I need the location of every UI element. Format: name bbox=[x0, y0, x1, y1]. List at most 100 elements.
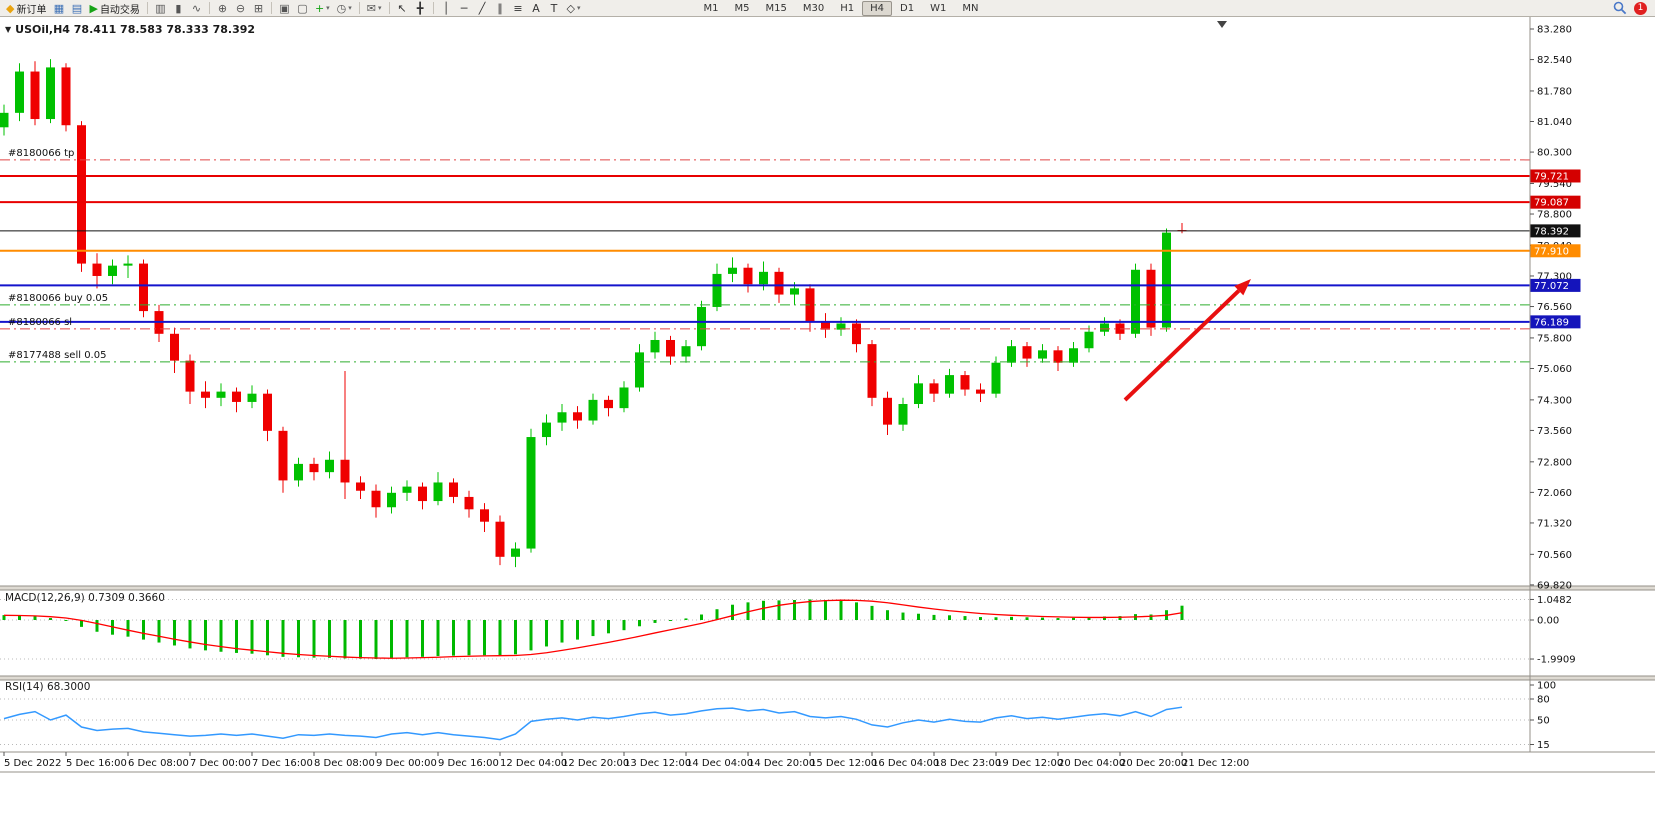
toolbar-right: 1 bbox=[1613, 1, 1652, 15]
candle-body bbox=[263, 393, 272, 431]
toolbar-separator bbox=[270, 2, 272, 14]
candle-body bbox=[1100, 323, 1109, 332]
timeframe-m30-button[interactable]: M30 bbox=[802, 2, 825, 14]
rsi-axis-label: 15 bbox=[1537, 740, 1550, 751]
horizontal-lines-layer[interactable] bbox=[0, 159, 1530, 363]
text-label-tool-button[interactable]: T bbox=[546, 1, 563, 16]
panel-divider[interactable] bbox=[0, 676, 1655, 680]
candle-body bbox=[1007, 346, 1016, 363]
symbol-dropdown-icon[interactable]: ▼ bbox=[5, 25, 12, 34]
fibonacci-tool-button[interactable]: ≡ bbox=[510, 1, 527, 16]
auto-trading-icon: ▶ bbox=[89, 1, 98, 15]
candle-body bbox=[356, 482, 365, 491]
timeframe-switcher: M1 M5 M15 M30 H1 H4 D1 W1 MN bbox=[696, 0, 987, 16]
order-label: #8180066 sl bbox=[8, 317, 72, 328]
timeframe-m15-button[interactable]: M15 bbox=[765, 2, 787, 14]
fibonacci-tool-icon: ≡ bbox=[513, 1, 523, 15]
candle-body bbox=[1131, 269, 1140, 334]
period-clock-icon: ◷ bbox=[336, 1, 347, 15]
new-order-button[interactable]: ◆ 新订单 bbox=[3, 1, 49, 16]
candle-body bbox=[1162, 232, 1171, 328]
timeframe-d1-button[interactable]: D1 bbox=[900, 2, 915, 14]
timeframe-m5-button[interactable]: M5 bbox=[734, 2, 750, 14]
panel-divider[interactable] bbox=[0, 586, 1655, 590]
candle-body bbox=[232, 391, 241, 402]
profiles-button[interactable]: ▤ bbox=[68, 1, 85, 16]
timeframe-m1-button[interactable]: M1 bbox=[703, 2, 719, 14]
candle-body bbox=[728, 267, 737, 274]
trend-arrow-annotation[interactable] bbox=[1123, 289, 1241, 402]
line-chart-mode-icon: ∿ bbox=[191, 1, 202, 15]
template-button[interactable]: ✉ ▾ bbox=[364, 1, 385, 16]
channel-tool-button[interactable]: ∥ bbox=[492, 1, 509, 16]
candle-body bbox=[666, 339, 675, 357]
price-tag-text: 79.721 bbox=[1534, 171, 1569, 182]
time-axis-label: 14 Dec 04:00 bbox=[686, 758, 753, 769]
zoom-out-button[interactable]: ⊖ bbox=[232, 1, 249, 16]
zoom-in-icon: ⊕ bbox=[217, 1, 228, 15]
time-axis-label: 12 Dec 04:00 bbox=[500, 758, 567, 769]
candle-body bbox=[821, 321, 830, 330]
chart-title-text: USOil,H4 78.411 78.583 78.333 78.392 bbox=[15, 23, 256, 36]
order-label: #8180066 tp bbox=[8, 148, 74, 159]
charts-grid-button[interactable]: ▦ bbox=[50, 1, 67, 16]
candle-body bbox=[991, 362, 1001, 394]
vertical-line-tool-button[interactable]: │ bbox=[438, 1, 455, 16]
time-axis-label: 15 Dec 12:00 bbox=[810, 758, 877, 769]
rsi-axis-label: 80 bbox=[1537, 695, 1550, 706]
timeframe-mn-button[interactable]: MN bbox=[962, 2, 979, 14]
price-axis-label: 72.060 bbox=[1537, 488, 1572, 499]
cursor-button[interactable]: ↖ bbox=[394, 1, 411, 16]
cascade-windows-icon: ▢ bbox=[297, 1, 308, 15]
search-icon[interactable] bbox=[1613, 1, 1627, 15]
timeframe-h4-button[interactable]: H4 bbox=[862, 0, 893, 16]
candle-body bbox=[790, 288, 799, 295]
chart-shift-marker[interactable] bbox=[1217, 21, 1227, 28]
order-label: #8180066 buy 0.05 bbox=[8, 293, 108, 304]
candle-body bbox=[402, 486, 412, 493]
time-axis-label: 19 Dec 12:00 bbox=[996, 758, 1063, 769]
time-axis[interactable]: 5 Dec 2022 5 Dec 16:00 6 Dec 08:00 7 Dec 00… bbox=[3, 752, 1249, 769]
rsi-value: 68.3000 bbox=[46, 681, 91, 693]
notification-badge[interactable]: 1 bbox=[1634, 1, 1647, 15]
price-tag-text: 77.072 bbox=[1534, 281, 1569, 292]
horizontal-line-tool-button[interactable]: ─ bbox=[456, 1, 473, 16]
auto-trading-button[interactable]: ▶ 自动交易 bbox=[86, 1, 142, 16]
rsi-axis-label: 50 bbox=[1537, 716, 1550, 727]
bar-chart-mode-icon: ▥ bbox=[155, 1, 166, 15]
candle-body bbox=[340, 459, 350, 483]
dropdown-caret-icon: ▾ bbox=[326, 4, 330, 12]
candlestick-mode-button[interactable]: ▮ bbox=[170, 1, 187, 16]
text-tool-button[interactable]: A bbox=[528, 1, 545, 16]
line-chart-mode-button[interactable]: ∿ bbox=[188, 1, 205, 16]
candle-body bbox=[30, 71, 40, 120]
add-indicator-button[interactable]: + ▾ bbox=[312, 1, 333, 16]
candle-body bbox=[15, 71, 24, 113]
arrange-windows-button[interactable]: ▣ bbox=[276, 1, 293, 16]
price-axis[interactable]: 83.280 82.540 81.780 81.040 80.300 79.540 78.8… bbox=[1529, 17, 1581, 752]
price-axis-label: 72.800 bbox=[1537, 457, 1572, 468]
timeframe-w1-button[interactable]: W1 bbox=[930, 2, 947, 14]
time-axis-label: 18 Dec 23:00 bbox=[934, 758, 1001, 769]
time-axis-label: 14 Dec 20:00 bbox=[748, 758, 815, 769]
candle-body bbox=[108, 265, 117, 276]
search-icon-glyph bbox=[1613, 1, 1627, 15]
bar-chart-mode-button[interactable]: ▥ bbox=[152, 1, 169, 16]
trendline-tool-button[interactable]: ╱ bbox=[474, 1, 491, 16]
period-clock-button[interactable]: ◷ ▾ bbox=[334, 1, 355, 16]
tile-windows-button[interactable]: ⊞ bbox=[250, 1, 267, 16]
dropdown-caret-icon: ▾ bbox=[577, 4, 581, 12]
timeframe-h1-button[interactable]: H1 bbox=[840, 2, 855, 14]
crosshair-button[interactable]: ╋ bbox=[412, 1, 429, 16]
arrows-tool-button[interactable]: ◇ ▾ bbox=[564, 1, 584, 16]
macd-axis-label: 1.0482 bbox=[1537, 595, 1572, 606]
candle-body bbox=[61, 67, 71, 126]
candle-body bbox=[294, 463, 303, 481]
price-tag bbox=[1530, 278, 1581, 292]
price-axis-label: 77.300 bbox=[1537, 271, 1572, 282]
zoom-in-button[interactable]: ⊕ bbox=[214, 1, 231, 16]
candle-body bbox=[681, 346, 691, 357]
candle-body bbox=[774, 271, 784, 295]
cascade-windows-button[interactable]: ▢ bbox=[294, 1, 311, 16]
